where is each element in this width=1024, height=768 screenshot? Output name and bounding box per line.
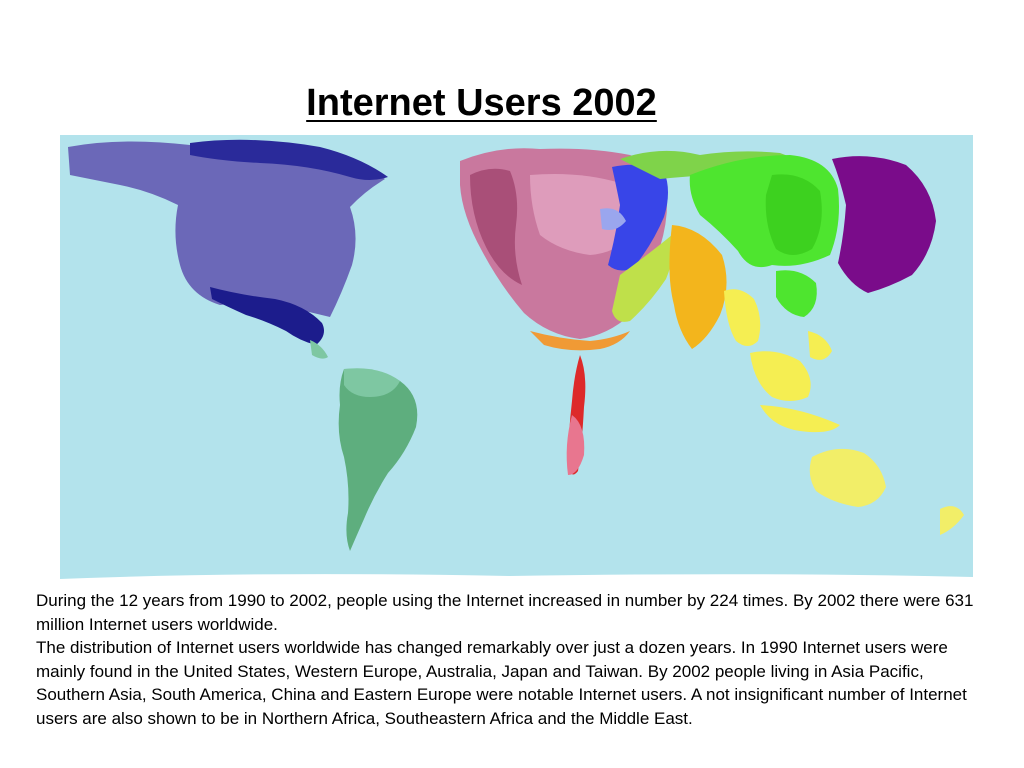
region-asia-pacific xyxy=(724,289,761,346)
region-japan xyxy=(832,156,936,293)
region-southern-asia xyxy=(669,225,727,349)
region-western-europe-dark xyxy=(470,168,522,285)
region-philippines xyxy=(808,331,832,360)
region-korea xyxy=(776,270,817,317)
region-central-america xyxy=(210,287,324,345)
slide-title: Internet Users 2002 xyxy=(306,82,657,124)
region-asia-pacific-islands xyxy=(750,351,811,401)
region-china-inner xyxy=(765,174,822,255)
region-canada-north xyxy=(190,139,388,180)
region-eastern-europe xyxy=(608,164,668,271)
caption-paragraph-1: During the 12 years from 1990 to 2002, p… xyxy=(36,591,974,634)
region-northern-africa xyxy=(530,331,630,351)
region-south-america xyxy=(338,368,418,551)
region-south-america-north xyxy=(344,368,400,397)
region-middle-east xyxy=(612,235,674,322)
region-australia xyxy=(809,448,886,507)
region-north-america xyxy=(68,141,385,317)
antarctica xyxy=(60,574,973,586)
region-africa-south-pink xyxy=(566,415,585,475)
caption-paragraph-2: The distribution of Internet users world… xyxy=(36,638,967,728)
region-new-zealand xyxy=(940,506,964,535)
region-caribbean xyxy=(310,340,328,359)
world-cartogram-map xyxy=(60,135,973,586)
region-eastern-europe-light xyxy=(600,208,626,230)
region-western-europe-light xyxy=(530,174,635,255)
caption-text: During the 12 years from 1990 to 2002, p… xyxy=(36,589,986,730)
region-indonesia xyxy=(760,405,840,433)
